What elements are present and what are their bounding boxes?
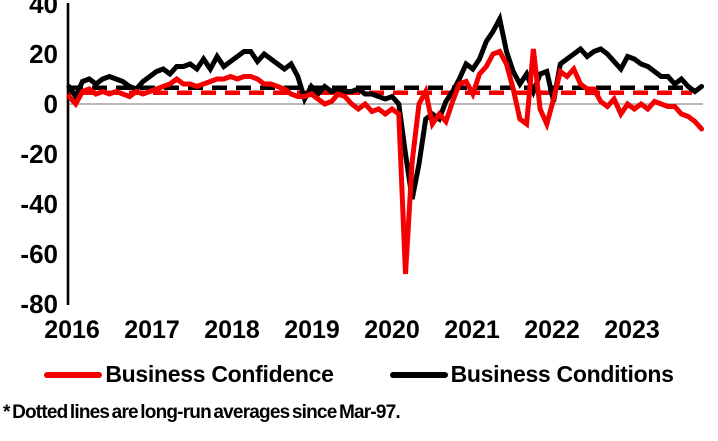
x-tick-label: 2019 (284, 316, 340, 344)
legend-label-business-confidence: Business Confidence (105, 361, 334, 387)
x-tick-label: 2020 (364, 316, 420, 344)
y-tick-label: 40 (29, 0, 58, 19)
x-tick-label: 2017 (124, 316, 180, 344)
confidence-line-swatch (44, 371, 103, 378)
chart-footnote: * Dotted lines are long-run averages sin… (3, 402, 401, 423)
x-tick-label: 2016 (44, 316, 100, 344)
conditions-line (66, 11, 705, 200)
y-tick-label: -40 (20, 189, 58, 219)
y-tick-label: 20 (29, 39, 58, 69)
conditions-line-swatch (389, 371, 448, 378)
x-tick-label: 2021 (444, 316, 500, 344)
legend-item-business-confidence: Business Confidence (44, 361, 334, 388)
x-tick-label: 2018 (204, 316, 260, 344)
y-tick-label: -80 (20, 289, 58, 319)
x-tick-label: 2022 (524, 316, 580, 344)
x-tick-label: 2023 (604, 316, 660, 344)
chart-legend: Business Confidence Business Conditions (0, 361, 718, 388)
y-tick-label: -60 (20, 239, 58, 269)
y-tick-label: 0 (44, 89, 58, 119)
legend-item-business-conditions: Business Conditions (389, 361, 674, 388)
legend-label-business-conditions: Business Conditions (450, 361, 674, 387)
confidence-line (66, 48, 705, 275)
y-tick-label: -20 (20, 139, 58, 169)
